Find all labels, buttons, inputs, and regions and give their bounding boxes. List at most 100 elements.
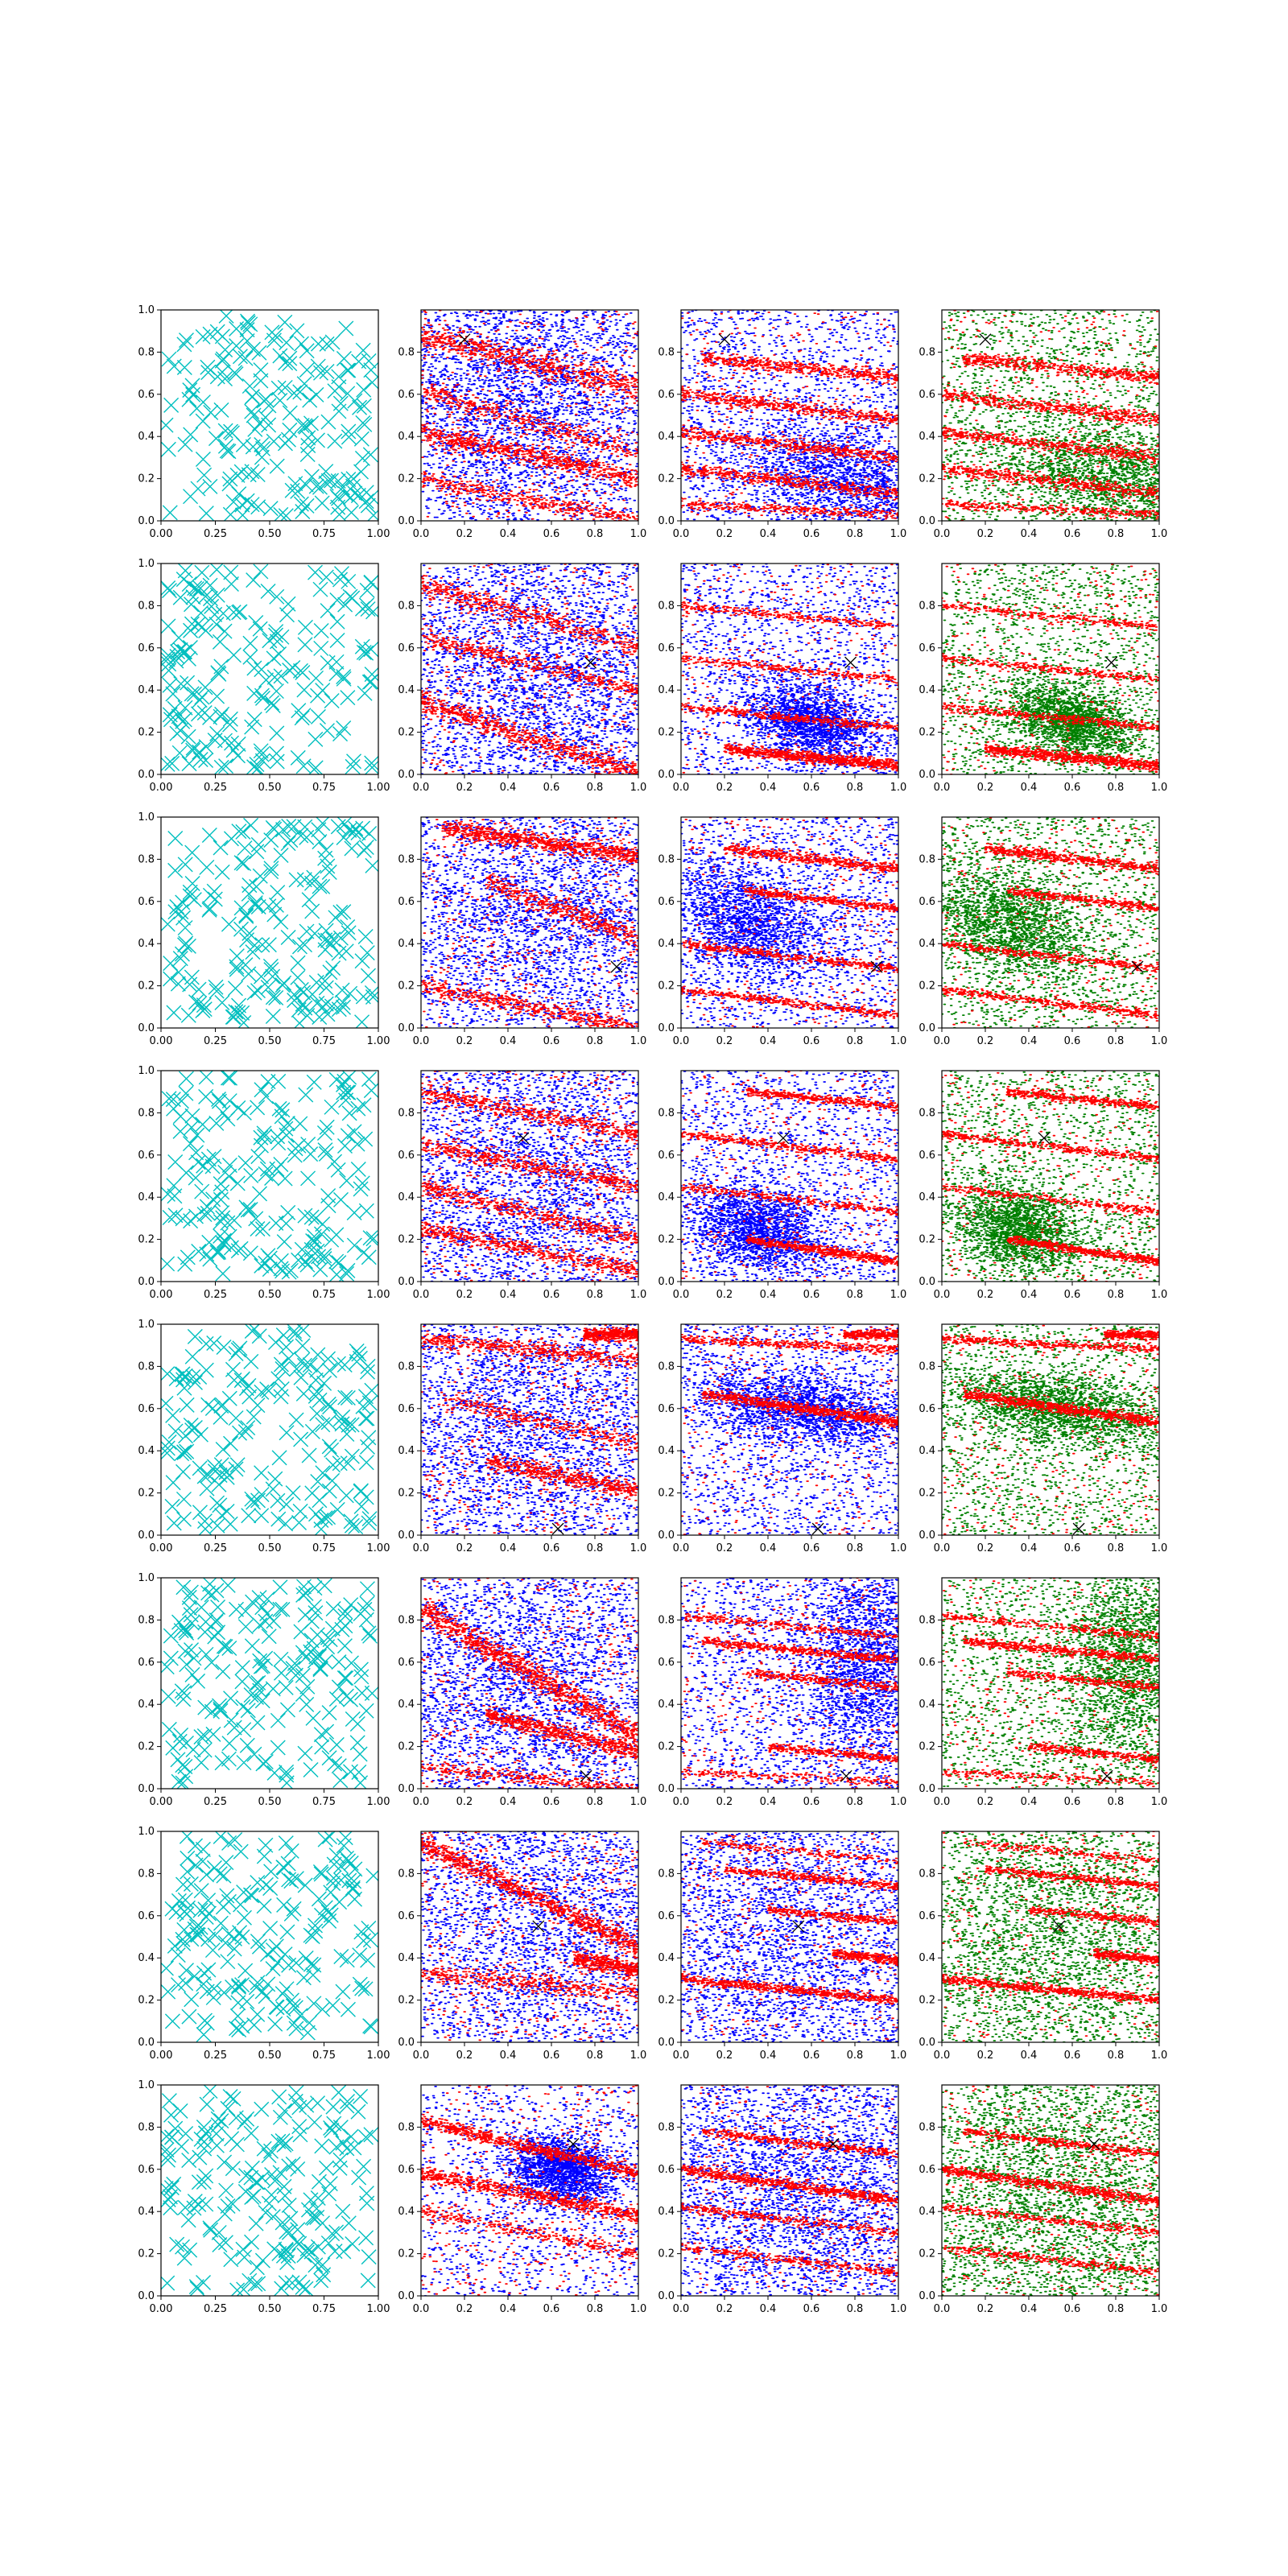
panel-r1-c1-ytick-label: 0.2 [398, 727, 415, 739]
panel-r2-c2-blue-points [680, 817, 899, 1028]
panel-r1-c3-ytick-label: 0.0 [919, 769, 935, 781]
panel-r0-c1: 0.0 0.2 0.4 0.6 0.8 1.00.00.20.40.60.8 [398, 310, 646, 540]
panel-r5-c2-xtick-label: 0.0 [673, 1796, 690, 1808]
panel-r3-c0-markers [160, 1070, 381, 1282]
panel-r2-c3-xtick-label: 0.4 [1021, 1035, 1038, 1047]
panel-r6-c3-xtick-label: 0.0 [934, 2050, 951, 2062]
panel-r2-c2-ytick-label: 0.8 [658, 853, 675, 865]
panel-r6-c3-green-points [941, 1831, 1160, 2042]
panel-r5-c2-xtick-label: 0.6 [803, 1796, 820, 1808]
panel-r1-c0-ytick-label: 0.2 [138, 727, 155, 739]
panel-r3-c3-xtick-label: 0.0 [934, 1289, 951, 1301]
panel-r6-c2-ytick-label: 0.6 [658, 1910, 675, 1922]
panel-r0-c2-xtick-label: 0.0 [673, 528, 690, 540]
panel-r6-c0: 0.00 0.25 0.50 0.75 1.000.00.20.40.60.81.0 [138, 1826, 390, 2062]
panel-r6-c0-ytick-label: 0.0 [138, 2037, 155, 2049]
panel-r7-c3-ytick-label: 0.6 [919, 2164, 935, 2176]
panel-r5-c2-ytick-label: 0.0 [658, 1783, 675, 1795]
panel-r5-c2-xtick-label: 1.0 [890, 1796, 907, 1808]
panel-r0-c2: 0.0 0.2 0.4 0.6 0.8 1.00.00.20.40.60.8 [658, 310, 906, 540]
panel-r1-c2-xtick-label: 0.6 [803, 782, 820, 794]
panel-r5-c1-xtick-label: 1.0 [630, 1796, 647, 1808]
panel-r5-c0-ytick-label: 0.0 [138, 1783, 155, 1795]
panel-r3-c1-xtick-label: 0.0 [413, 1289, 430, 1301]
panel-r6-c3-xtick-label: 1.0 [1151, 2050, 1168, 2062]
panel-r0-c0-ytick-label: 0.8 [138, 346, 155, 358]
panel-r2-c0-xtick-label: 0.00 [150, 1035, 173, 1047]
panel-r5-c0-markers [159, 1577, 379, 1790]
panel-r2-c0-xtick-label: 0.25 [204, 1035, 227, 1047]
panel-r3-c0-ytick-label: 1.0 [138, 1065, 155, 1077]
panel-r3-c3-ytick-label: 0.6 [919, 1150, 935, 1162]
panel-r3-c2-xtick-label: 1.0 [890, 1289, 907, 1301]
panel-r6-c2-ytick-label: 0.8 [658, 1868, 675, 1880]
panel-r1-c1-ytick-label: 0.4 [398, 684, 415, 696]
panel-r3-c2-blue-points [680, 1071, 899, 1281]
panel-r1-c1: 0.0 0.2 0.4 0.6 0.8 1.00.00.20.40.60.8 [398, 564, 646, 794]
panel-r3-c2-ytick-label: 0.8 [658, 1107, 675, 1119]
panel-r4-c1: 0.0 0.2 0.4 0.6 0.8 1.00.00.20.40.60.8 [398, 1324, 646, 1554]
panel-r1-c3-ytick-label: 0.8 [919, 600, 935, 612]
panel-r4-c1-xtick-label: 0.2 [456, 1542, 473, 1554]
panel-r5-c2-xtick-label: 0.8 [847, 1796, 864, 1808]
panel-r7-c3-xtick-label: 0.8 [1108, 2303, 1125, 2315]
panel-r7-c3: 0.0 0.2 0.4 0.6 0.8 1.00.00.20.40.60.8 [919, 2085, 1167, 2315]
panel-r7-c0-xtick-label: 1.00 [367, 2303, 390, 2315]
panel-r1-c2-ytick-label: 0.6 [658, 642, 675, 654]
panel-r6-c0-xtick-label: 0.00 [150, 2050, 173, 2062]
panel-r0-c2-xtick-label: 0.2 [716, 528, 733, 540]
panel-r4-c2-ytick-label: 0.2 [658, 1488, 675, 1500]
panel-r2-c2-ytick-label: 0.4 [658, 938, 675, 950]
panel-r4-c2-ytick-label: 0.8 [658, 1360, 675, 1373]
panel-r2-c2-xtick-label: 0.4 [760, 1035, 777, 1047]
panel-r6-c1-ytick-label: 0.6 [398, 1910, 415, 1922]
panel-r3-c1-xtick-label: 0.8 [587, 1289, 604, 1301]
panel-r6-c0-xtick-label: 0.75 [312, 2050, 336, 2062]
panel-r2-c3-xtick-label: 0.8 [1108, 1035, 1125, 1047]
panel-r1-c3-xtick-label: 0.6 [1064, 782, 1081, 794]
panel-r2-c1: 0.0 0.2 0.4 0.6 0.8 1.00.00.20.40.60.8 [398, 817, 646, 1047]
panel-r5-c1-xtick-label: 0.8 [587, 1796, 604, 1808]
panel-r4-c0-ytick-label: 0.6 [138, 1403, 155, 1415]
panel-r3-c3-ytick-label: 0.0 [919, 1276, 935, 1288]
panel-r3-c1-ytick-label: 0.6 [398, 1150, 415, 1162]
panel-r1-c3-ytick-label: 0.6 [919, 642, 935, 654]
panel-r1-c3-xtick-label: 0.4 [1021, 782, 1038, 794]
panel-r6-c2-xtick-label: 0.0 [673, 2050, 690, 2062]
panel-r3-c3-xtick-label: 0.6 [1064, 1289, 1081, 1301]
panel-r5-c0-xtick-label: 0.25 [204, 1796, 227, 1808]
panel-r5-c0-xtick-label: 1.00 [367, 1796, 390, 1808]
panel-r7-c3-ytick-label: 0.0 [919, 2290, 935, 2302]
panel-r5-c1-ytick-label: 0.6 [398, 1657, 415, 1669]
panel-r6-c1-xtick-label: 0.6 [543, 2050, 560, 2062]
panel-r5-c0-ytick-label: 1.0 [138, 1572, 155, 1584]
panel-r0-c3-ytick-label: 0.6 [919, 389, 935, 401]
panel-r7-c1-xtick-label: 0.4 [500, 2303, 517, 2315]
panel-r1-c0-x-markers [160, 563, 380, 777]
panel-r5-c2-ytick-label: 0.8 [658, 1614, 675, 1626]
panel-r7-c0-ytick-label: 1.0 [138, 2079, 155, 2091]
panel-r7-c0-frame [161, 2085, 378, 2296]
panel-r3-c2-ytick-label: 0.4 [658, 1191, 675, 1203]
panel-r1-c3-xtick-label: 0.2 [977, 782, 994, 794]
panel-r2-c1-ytick-label: 0.8 [398, 853, 415, 865]
panel-r3-c0-ytick-label: 0.2 [138, 1234, 155, 1246]
panel-r4-c3-xtick-label: 0.0 [934, 1542, 951, 1554]
panel-r4-c0-ytick-label: 1.0 [138, 1319, 155, 1331]
panel-r2-c1-target-marker [611, 961, 622, 972]
panel-r7-c2-ytick-label: 0.8 [658, 2121, 675, 2133]
panel-r6-c0-ytick-label: 0.8 [138, 1868, 155, 1880]
panel-r3-c2-ytick-label: 0.0 [658, 1276, 675, 1288]
panel-r0-c3-xtick-label: 1.0 [1151, 528, 1168, 540]
panel-r1-c1-ytick-label: 0.8 [398, 600, 415, 612]
panel-r6-c3-xtick-label: 0.6 [1064, 2050, 1081, 2062]
panel-r3-c2-xtick-label: 0.6 [803, 1289, 820, 1301]
panel-r0-c0: 0.00 0.25 0.50 0.75 1.000.00.20.40.60.81.0 [138, 304, 390, 540]
panel-r0-c2-xtick-label: 1.0 [890, 528, 907, 540]
panel-r0-c1-xtick-label: 0.0 [413, 528, 430, 540]
panel-r2-c3-green-points [941, 817, 1159, 1028]
panel-r3-c1-xtick-label: 0.2 [456, 1289, 473, 1301]
panel-r5-c2-ytick-label: 0.2 [658, 1741, 675, 1753]
panel-r0-c0-xtick-label: 0.50 [258, 528, 282, 540]
panel-r2-c2-xtick-label: 0.6 [803, 1035, 820, 1047]
